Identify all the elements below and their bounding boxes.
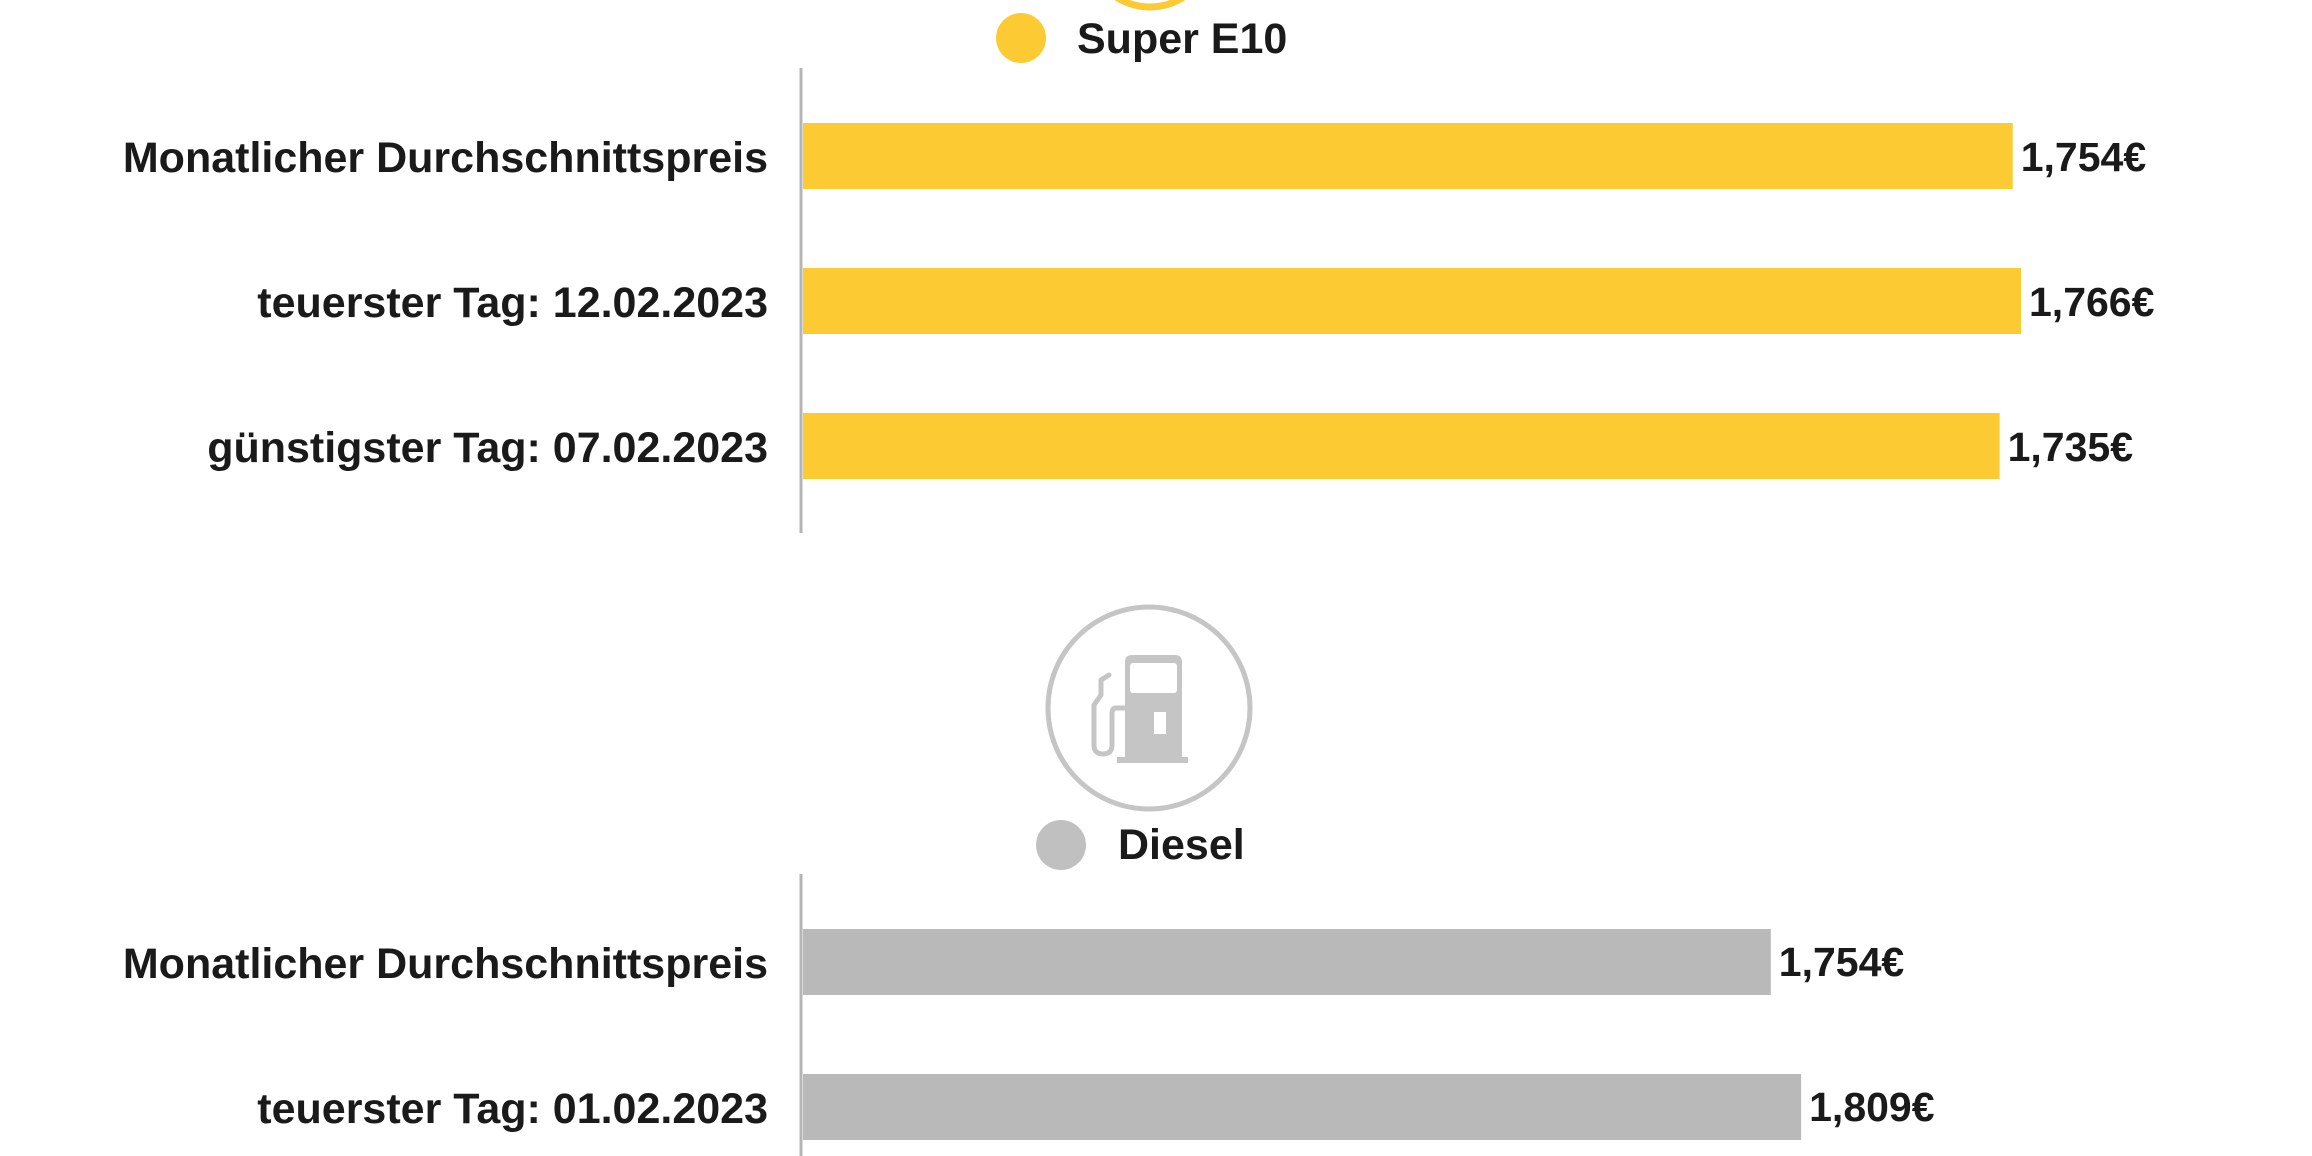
super-e10-bar-3 [803,413,2000,479]
diesel-category-label-2: teuerster Tag: 01.02.2023 [257,1085,768,1133]
super-e10-legend-label: Super E10 [1077,15,1287,63]
super-e10-legend-dot [996,13,1046,63]
super-e10-value-label-3: 1,735€ [2008,424,2134,470]
super-e10-value-label-2: 1,766€ [2029,279,2155,325]
super-e10-category-label-2: teuerster Tag: 12.02.2023 [257,279,768,327]
diesel-category-label-1: Monatlicher Durchschnittspreis [123,940,768,988]
super-e10-bar-2 [803,268,2021,334]
super-e10-bar-1 [803,123,2013,189]
super-e10-value-label-1: 1,754€ [2021,134,2147,180]
diesel-value-label-1: 1,754€ [1779,939,1905,985]
diesel-panel: Diesel Monatlicher Durchschnittspreis 1,… [123,604,1935,1156]
diesel-value-label-2: 1,809€ [1809,1084,1935,1130]
diesel-bar-2 [803,1074,1802,1140]
super-e10-pump-icon-circle [1114,0,1186,11]
fuel-pump-icon [1045,604,1253,812]
super-e10-category-label-3: günstigster Tag: 07.02.2023 [207,424,768,472]
super-e10-category-label-1: Monatlicher Durchschnittspreis [123,134,768,182]
diesel-legend-label: Diesel [1118,821,1245,869]
diesel-legend-dot [1036,820,1086,870]
diesel-bar-1 [803,929,1771,995]
super-e10-panel: Super E10 Monatlicher Durchschnittspreis… [123,0,2155,533]
